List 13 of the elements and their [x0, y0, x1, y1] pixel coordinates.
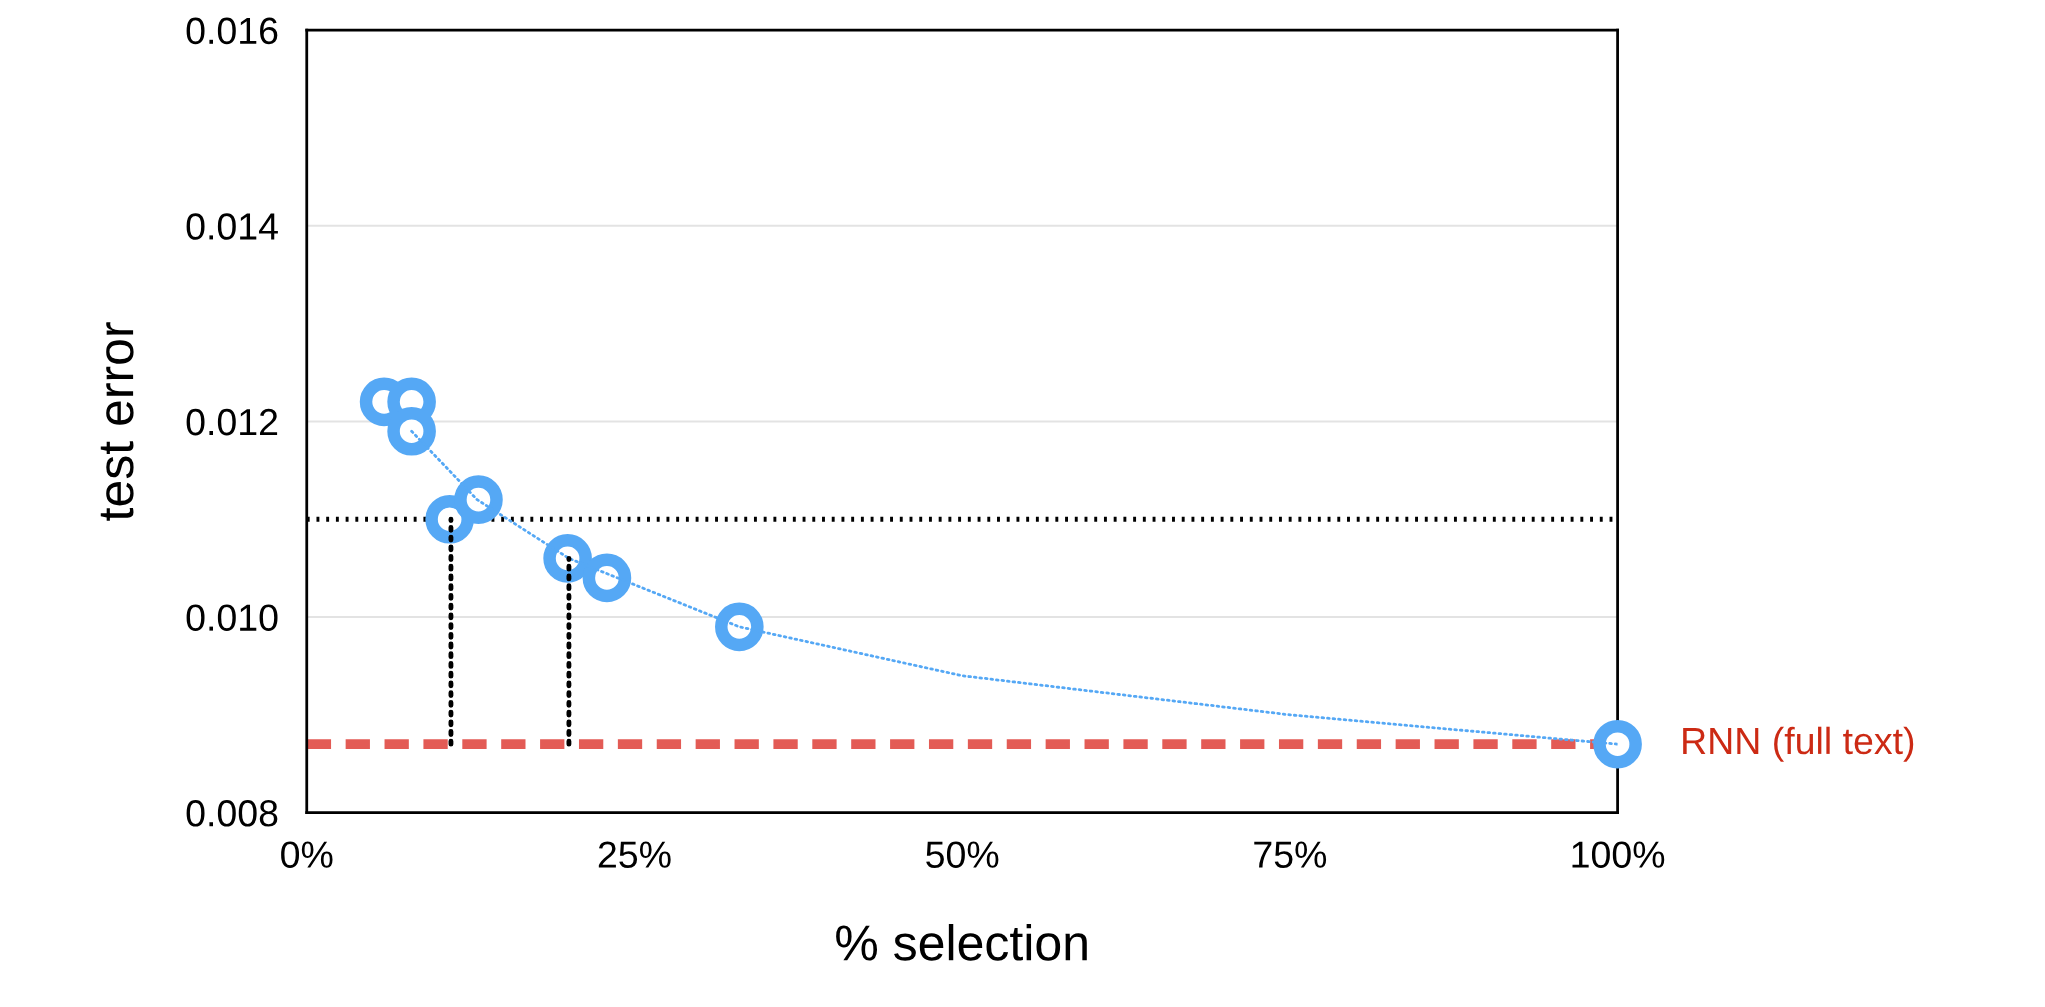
y-axis-title: test error: [100, 322, 134, 521]
y-tick-label: 0.010: [186, 604, 278, 631]
y-tick-label: 0.008: [186, 800, 278, 827]
x-tick-label: 25%: [598, 841, 671, 868]
x-tick-label: 50%: [926, 841, 999, 868]
y-tick-label: 0.012: [186, 408, 278, 436]
y-tick-label: 0.014: [186, 213, 278, 240]
x-tick-label: 75%: [1254, 841, 1327, 868]
x-tick-label: 0%: [281, 841, 333, 868]
x-tick-label: 100%: [1572, 841, 1665, 868]
x-axis-title: % selection: [836, 923, 1087, 961]
ref-line-label: RNN (full text): [1683, 726, 1914, 762]
y-tick-label: 0.016: [186, 17, 278, 45]
